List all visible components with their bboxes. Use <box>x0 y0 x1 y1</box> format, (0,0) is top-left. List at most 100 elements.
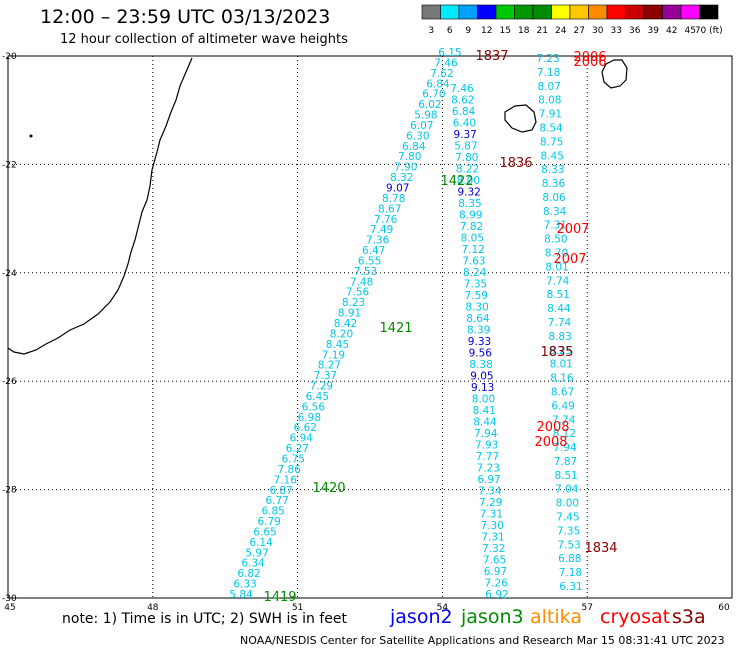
scale-label: 24 <box>555 26 567 36</box>
wave-height-value: 7.80 <box>398 151 421 163</box>
wave-height-value: 6.84 <box>452 106 476 118</box>
wave-height-value: 6.31 <box>559 581 582 593</box>
mauritius-island <box>601 59 628 89</box>
y-tick-label: -22 <box>2 160 17 170</box>
track-id-label: 2007 <box>556 222 589 237</box>
wave-height-value: 8.00 <box>472 394 495 406</box>
scale-label: 45 <box>685 26 696 36</box>
wave-height-value: 7.23 <box>536 53 559 65</box>
wave-height-value: 7.45 <box>556 512 579 524</box>
wave-height-value: 7.04 <box>555 484 579 496</box>
wave-height-value: 6.49 <box>551 400 574 412</box>
wave-height-value: 6.98 <box>298 412 321 424</box>
wave-height-value: 7.34 <box>478 486 502 498</box>
x-tick-label: 57 <box>581 603 592 613</box>
wave-height-value: 7.80 <box>455 152 478 164</box>
wave-height-value: 7.94 <box>553 442 577 454</box>
track-id-label: 1835 <box>540 345 573 360</box>
wave-height-value: 9.33 <box>468 336 491 348</box>
x-tick-label: 54 <box>437 603 449 613</box>
wave-height-value: 6.97 <box>484 566 507 578</box>
wave-height-value: 8.32 <box>390 172 413 184</box>
wave-height-value: 8.27 <box>318 360 341 372</box>
wave-height-value: 8.54 <box>539 122 563 134</box>
wave-height-value: 8.01 <box>550 359 573 371</box>
wave-height-value: 6.27 <box>286 443 309 455</box>
wave-height-value: 8.70 <box>545 248 568 260</box>
wave-height-value: 8.20 <box>330 328 353 340</box>
wave-height-value: 8.51 <box>547 289 570 301</box>
x-tick-label: 60 <box>718 603 730 613</box>
scale-label: 3 <box>428 26 434 36</box>
wave-height-value: 7.94 <box>474 428 498 440</box>
wave-height-value: 7.37 <box>314 370 337 382</box>
scale-label: 15 <box>500 26 511 36</box>
wave-height-value: 7.16 <box>274 474 298 486</box>
scale-label: 21 <box>537 26 548 36</box>
track-id-label: 2008 <box>534 435 567 450</box>
wave-height-value: 7.56 <box>346 287 370 299</box>
wave-height-value: 6.34 <box>241 558 265 570</box>
y-tick-label: -20 <box>2 52 17 62</box>
map-subtitle: 12 hour collection of altimeter wave hei… <box>60 32 348 47</box>
wave-height-value: 8.34 <box>543 206 567 218</box>
wave-height-value: 8.45 <box>541 150 564 162</box>
wave-height-value: 8.67 <box>551 386 574 398</box>
wave-height-value: 6.87 <box>269 485 292 497</box>
footer-credit: NOAA/NESDIS Center for Satellite Applica… <box>240 634 725 647</box>
islet <box>29 134 33 138</box>
wave-height-value: 8.83 <box>548 331 571 343</box>
wave-height-value: 8.78 <box>382 193 405 205</box>
track-id-label: 2006 <box>573 50 606 65</box>
wave-height-value: 7.26 <box>485 578 509 590</box>
track-id-label: 1837 <box>475 49 508 64</box>
track-id-label: 2008 <box>536 420 569 435</box>
scale-label: 27 <box>574 26 585 36</box>
wave-height-value: 8.23 <box>342 297 365 309</box>
wave-height-value: 5.84 <box>229 589 253 601</box>
wave-height-value: 6.15 <box>438 47 461 59</box>
y-tick-label: -28 <box>2 486 17 496</box>
wave-height-value: 6.84 <box>426 78 450 90</box>
wave-height-value: 9.07 <box>386 183 409 195</box>
wave-height-value: 5.98 <box>414 110 437 122</box>
wave-height-value: 7.82 <box>460 221 483 233</box>
wave-height-value: 8.00 <box>556 498 579 510</box>
wave-height-value: 7.35 <box>557 525 580 537</box>
wave-height-value: 8.91 <box>338 308 361 320</box>
wave-height-value: 7.77 <box>476 451 499 463</box>
wave-height-value: 7.30 <box>481 520 504 532</box>
track-id-label: 2006 <box>573 55 606 70</box>
wave-height-value: 6.82 <box>237 568 260 580</box>
x-tick-label: 45 <box>4 603 15 613</box>
wave-height-value: 9.56 <box>469 348 493 360</box>
wave-height-value: 8.22 <box>456 164 479 176</box>
wave-height-value: 7.49 <box>370 224 393 236</box>
wave-height-value: 7.18 <box>559 567 582 579</box>
scale-label: 36 <box>629 26 641 36</box>
wave-height-value: 7.19 <box>322 349 345 361</box>
wave-height-value: 6.94 <box>290 433 314 445</box>
wave-height-value: 8.36 <box>542 178 566 190</box>
wave-height-value: 7.48 <box>350 276 373 288</box>
wave-height-value: 8.67 <box>378 203 401 215</box>
wave-height-value: 7.63 <box>462 256 485 268</box>
wave-height-value: 6.77 <box>265 495 288 507</box>
wave-height-value: 8.75 <box>540 136 563 148</box>
wave-height-value: 8.12 <box>553 428 576 440</box>
wave-height-value: 7.53 <box>354 266 377 278</box>
wave-height-value: 7.91 <box>539 109 562 121</box>
reunion-island <box>504 104 537 133</box>
wave-height-value: 7.53 <box>557 539 580 551</box>
wave-height-value: 8.45 <box>326 339 349 351</box>
wave-height-value: 6.56 <box>302 401 326 413</box>
scale-label: 18 <box>518 26 530 36</box>
wave-height-value: 8.42 <box>334 318 357 330</box>
scale-swatch <box>699 4 719 20</box>
wave-height-value: 7.87 <box>554 456 577 468</box>
wave-height-value: 6.79 <box>257 516 280 528</box>
wave-height-value: 7.36 <box>366 235 390 247</box>
wave-height-value: 8.39 <box>467 325 490 337</box>
scale-label: 30 <box>592 26 604 36</box>
